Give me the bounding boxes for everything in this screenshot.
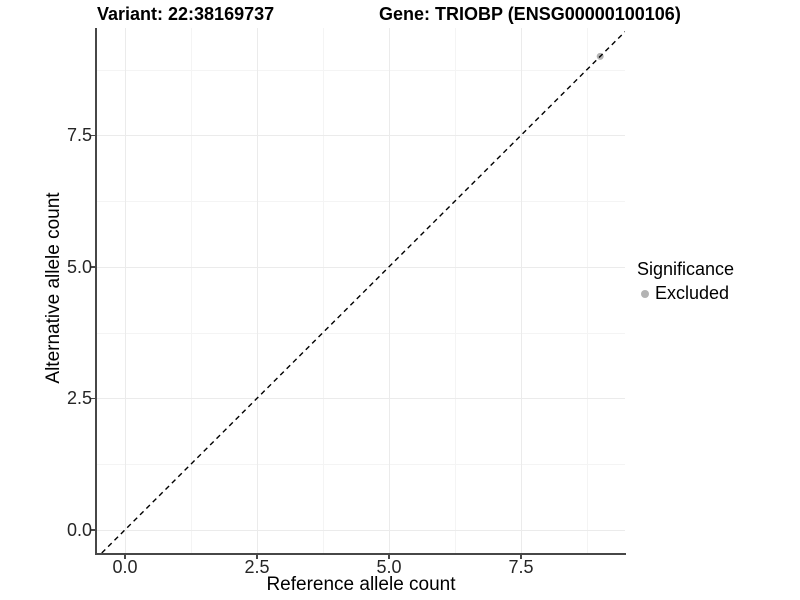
gene-title: Gene: TRIOBP (ENSG00000100106) [379, 4, 681, 24]
legend: Significance Excluded [637, 258, 734, 304]
x-tick-label: 0.0 [112, 557, 138, 577]
y-tick-label: 7.5 [66, 125, 92, 146]
gridline-y-major [97, 135, 625, 137]
x-tick-label: 5.0 [376, 557, 402, 577]
y-tick-label: 5.0 [66, 256, 92, 277]
legend-item-label: Excluded [655, 283, 730, 303]
x-tick-mark [124, 555, 126, 559]
x-tick-mark [520, 555, 522, 559]
y-axis-line [95, 28, 97, 555]
x-axis-line [95, 553, 626, 555]
gridline-y-minor [97, 201, 625, 203]
identity-line [101, 31, 625, 553]
legend-title: Significance [637, 259, 735, 279]
y-axis-title: Alternative allele count [43, 192, 64, 384]
gridline-x-minor [190, 28, 192, 553]
gridline-y-major [97, 266, 625, 268]
x-axis-title: Reference allele count [266, 574, 456, 595]
y-tick-mark [91, 397, 95, 400]
y-tick-mark [91, 529, 95, 531]
x-tick-mark [388, 555, 390, 559]
gridline-x-major [388, 28, 390, 553]
gridline-x-major [520, 28, 522, 553]
legend-key-dot [641, 289, 649, 298]
gridline-x-major [124, 28, 126, 553]
gridline-y-minor [97, 464, 625, 466]
y-tick-label: 2.5 [66, 388, 92, 409]
gridline-x-major [256, 28, 258, 553]
x-tick-label: 7.5 [508, 557, 534, 577]
gridline-y-major [97, 398, 625, 400]
plot-canvas [101, 31, 625, 553]
gridline-y-major [97, 529, 625, 531]
variant-title: Variant: 22:38169737 [97, 4, 275, 24]
y-tick-mark [91, 134, 95, 137]
gridline-y-minor [97, 69, 625, 71]
gridline-x-minor [586, 28, 588, 553]
x-tick-mark [256, 555, 258, 559]
plot-panel [97, 28, 625, 553]
y-tick-mark [91, 266, 95, 268]
gridline-x-minor [454, 28, 456, 553]
x-tick-label: 2.5 [244, 557, 270, 577]
y-tick-label: 0.0 [66, 519, 92, 540]
gridline-x-minor [322, 28, 324, 553]
legend-item-excluded: Excluded [637, 283, 734, 304]
gridline-y-minor [97, 332, 625, 334]
